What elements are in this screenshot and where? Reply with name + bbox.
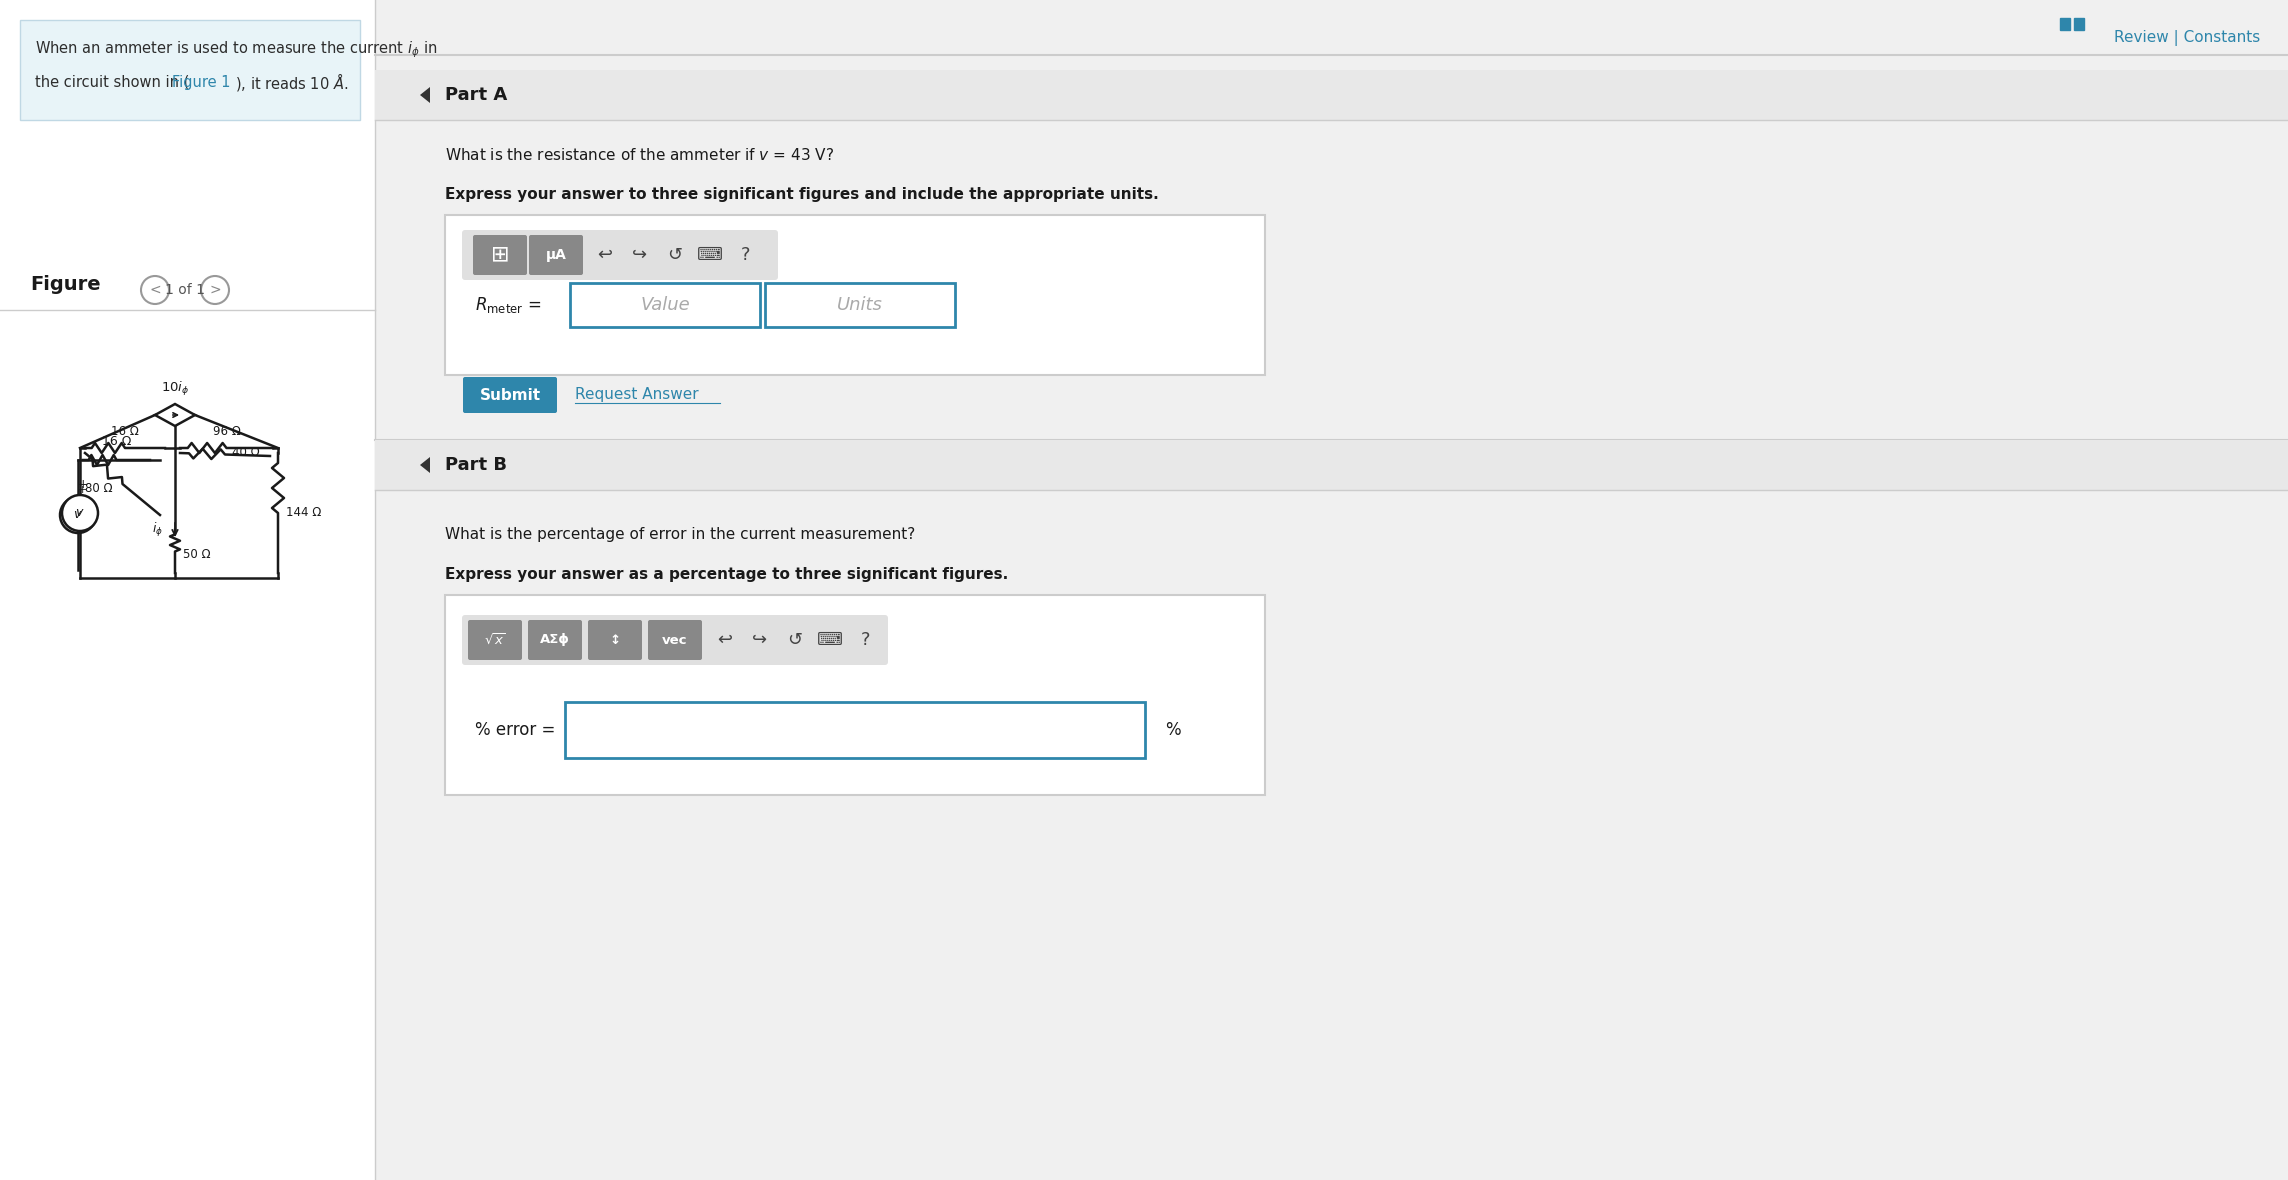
Text: ↪: ↪ [631,245,648,264]
Text: ⊞: ⊞ [490,245,510,266]
Text: ↩: ↩ [597,245,613,264]
Text: ), it reads 10 $\AA$.: ), it reads 10 $\AA$. [236,71,348,93]
Text: ⌨: ⌨ [698,245,723,264]
Text: $v$: $v$ [73,509,82,522]
Text: When an ammeter is used to measure the current $i_{\phi}$ in: When an ammeter is used to measure the c… [34,40,437,60]
FancyBboxPatch shape [375,70,2288,120]
FancyBboxPatch shape [764,283,954,327]
Text: $\sqrt{x}$: $\sqrt{x}$ [485,632,506,648]
Text: 40 Ω: 40 Ω [231,446,259,459]
Bar [2059,18,2071,30]
FancyBboxPatch shape [469,620,522,660]
FancyBboxPatch shape [529,620,581,660]
Text: 1 of 1: 1 of 1 [165,283,206,297]
FancyBboxPatch shape [375,440,2288,490]
Text: ↺: ↺ [668,245,682,264]
Bar [2073,18,2084,30]
FancyBboxPatch shape [648,620,702,660]
Text: 80 Ω: 80 Ω [85,483,112,496]
FancyBboxPatch shape [375,0,2288,1180]
Text: ↺: ↺ [787,631,803,649]
Text: Part B: Part B [444,455,508,474]
Text: +: + [78,485,87,494]
Text: 16 Ω: 16 Ω [112,425,140,438]
Text: Submit: Submit [480,387,540,402]
Text: 96 Ω: 96 Ω [213,425,240,438]
FancyBboxPatch shape [444,215,1265,375]
Text: What is the percentage of error in the current measurement?: What is the percentage of error in the c… [444,527,915,543]
Text: $10i_{\phi}$: $10i_{\phi}$ [160,380,190,398]
FancyBboxPatch shape [570,283,760,327]
Text: Figure 1: Figure 1 [172,74,231,90]
Text: % error =: % error = [476,721,556,739]
Text: 50 Ω: 50 Ω [183,548,210,560]
Text: <: < [149,283,160,297]
Text: What is the resistance of the ammeter if $v$ = 43 V?: What is the resistance of the ammeter if… [444,148,835,163]
Text: $i_{\phi}$: $i_{\phi}$ [151,522,162,539]
FancyBboxPatch shape [565,702,1144,758]
Text: Review | Constants: Review | Constants [2114,30,2261,46]
Text: Part A: Part A [444,86,508,104]
Text: Request Answer: Request Answer [574,387,698,402]
Polygon shape [156,404,194,426]
Text: the circuit shown in (: the circuit shown in ( [34,74,190,90]
Text: μA: μA [545,248,567,262]
Text: Express your answer to three significant figures and include the appropriate uni: Express your answer to three significant… [444,188,1158,203]
Text: $v$: $v$ [76,506,85,519]
Circle shape [59,497,96,533]
FancyBboxPatch shape [0,0,375,1180]
Text: >: > [208,283,222,297]
Text: ?: ? [860,631,869,649]
Polygon shape [421,457,430,473]
Text: %: % [1165,721,1181,739]
Text: vec: vec [661,634,689,647]
Text: AΣϕ: AΣϕ [540,634,570,647]
Text: 144 Ω: 144 Ω [286,506,320,519]
Text: Express your answer as a percentage to three significant figures.: Express your answer as a percentage to t… [444,568,1009,583]
FancyBboxPatch shape [588,620,643,660]
Text: Units: Units [837,296,883,314]
FancyBboxPatch shape [21,20,359,120]
Text: ↕: ↕ [609,634,620,647]
FancyBboxPatch shape [444,595,1265,795]
Text: Figure: Figure [30,275,101,294]
Circle shape [62,494,98,531]
Text: +: + [78,478,89,491]
Polygon shape [421,87,430,103]
Text: Value: Value [641,296,691,314]
Text: ?: ? [741,245,750,264]
Text: $R_{\mathrm{meter}}$ =: $R_{\mathrm{meter}}$ = [476,295,542,315]
Text: ↩: ↩ [718,631,732,649]
FancyBboxPatch shape [462,615,888,666]
FancyBboxPatch shape [462,376,556,413]
Text: ⌨: ⌨ [817,631,842,649]
FancyBboxPatch shape [462,230,778,280]
Text: ↪: ↪ [753,631,766,649]
Text: 16 Ω: 16 Ω [101,435,130,448]
FancyBboxPatch shape [474,235,526,275]
FancyBboxPatch shape [529,235,583,275]
